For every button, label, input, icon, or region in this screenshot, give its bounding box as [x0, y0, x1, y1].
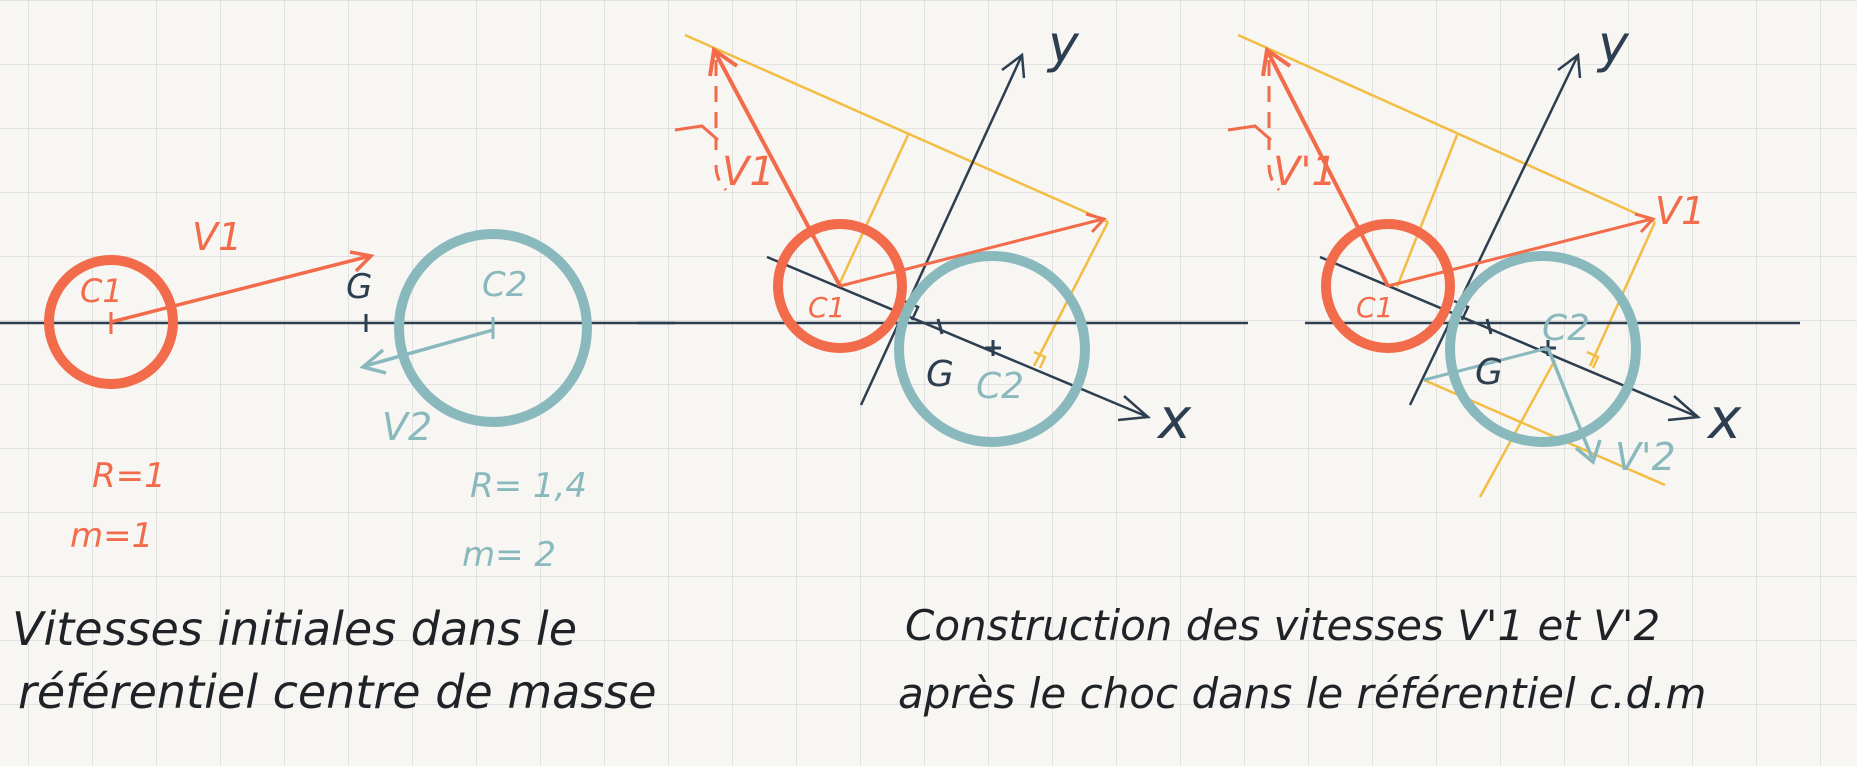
panel2-label-c2: C2 — [976, 366, 1024, 407]
caption-right-line1: Construction des vitesses V'1 et V'2 — [905, 601, 1660, 650]
panel1-v1-arrow — [110, 254, 371, 324]
panel2-y-axis — [859, 54, 1024, 406]
panel3-label-v1: V1 — [1655, 189, 1705, 233]
panel3-label-y: y — [1596, 15, 1630, 75]
panel3-ball-2 — [1445, 251, 1641, 447]
caption-left-line2: référentiel centre de masse — [18, 665, 657, 719]
panel1-ball-2 — [394, 229, 592, 427]
panel-construction: y x C1 C2 G V1 — [638, 15, 1248, 452]
panel3-label-v1-prime: V'1 — [1273, 149, 1337, 195]
caption-right-line2: après le choc dans le référentiel c.d.m — [898, 669, 1706, 718]
panel1-ball-1 — [44, 255, 178, 389]
panel2-label-g: G — [926, 354, 954, 395]
panel2-label-v1-prime: V1 — [722, 149, 775, 195]
panel1-radius-1: R=1 — [92, 456, 166, 496]
panel-result: y x C1 C2 G V1 V'1 V'2 — [1227, 15, 1800, 498]
panel3-v2-prime-arrow — [1546, 347, 1594, 459]
panel2-x-axis — [766, 255, 1149, 419]
panel3-x-axis — [1319, 255, 1699, 419]
panel3-ball-1 — [1321, 219, 1455, 353]
panel1-label-g: G — [346, 267, 372, 307]
panel3-label-v2-prime: V'2 — [1615, 435, 1676, 479]
panel2-ball-1 — [773, 219, 907, 353]
panel1-label-v2: V2 — [382, 405, 432, 449]
panel3-v1-prime-arrow — [1265, 49, 1390, 287]
panel3-label-g: G — [1475, 352, 1503, 393]
panel2-v1-arrow — [839, 217, 1104, 288]
panel3-y-axis — [1408, 54, 1580, 406]
panel3-v1-arrow — [1387, 217, 1653, 288]
panel3-v2-arrow — [1423, 346, 1549, 382]
panel2-label-y: y — [1046, 15, 1080, 75]
captions: Vitesses initiales dans le référentiel c… — [12, 601, 1706, 719]
panel3-label-x: x — [1706, 387, 1742, 452]
panel3-label-c1: C1 — [1356, 291, 1393, 324]
caption-left-line1: Vitesses initiales dans le — [12, 602, 577, 656]
panel-initial-velocities: C1 C2 G V1 V2 R=1 m=1 R= 1,4 m= 2 — [0, 215, 675, 575]
panel1-radius-2: R= 1,4 — [470, 466, 587, 506]
panel2-label-x: x — [1156, 387, 1192, 452]
panel2-label-c1: C1 — [808, 291, 845, 324]
panel2-ball-2 — [894, 251, 1090, 447]
panel2-v1-prime-arrow — [712, 49, 842, 287]
panel3-label-c2: C2 — [1542, 308, 1590, 349]
panel1-mass-2: m= 2 — [462, 535, 556, 575]
panel1-v2-arrow — [364, 328, 494, 368]
panel1-mass-1: m=1 — [70, 516, 153, 556]
panel1-label-c1: C1 — [80, 272, 123, 310]
panel1-label-c2: C2 — [482, 265, 527, 305]
panel1-label-v1: V1 — [192, 215, 242, 259]
